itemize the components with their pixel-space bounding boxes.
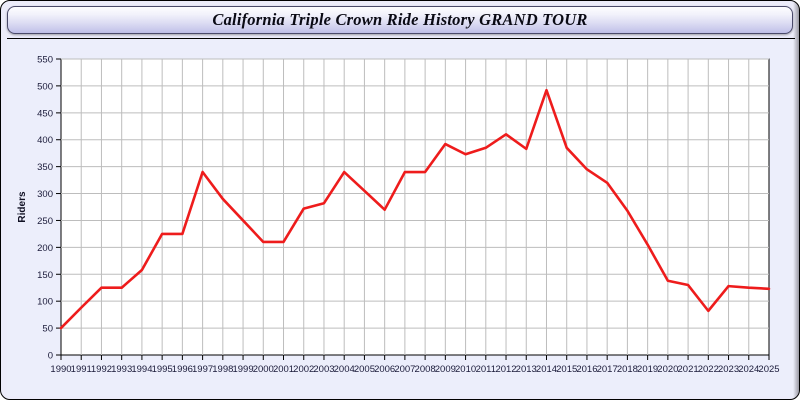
x-tick-label: 2022 xyxy=(698,364,719,375)
x-tick-label: 2013 xyxy=(516,364,537,375)
data-series-line xyxy=(59,88,771,330)
x-tick-label: 2024 xyxy=(738,364,759,375)
x-tick-label: 2012 xyxy=(495,364,516,375)
x-tick-label: 2025 xyxy=(758,364,779,375)
x-tick-label: 2021 xyxy=(678,364,699,375)
x-tick-label: 2018 xyxy=(617,364,638,375)
x-tick-label: 1994 xyxy=(131,364,152,375)
page-title: California Triple Crown Ride History GRA… xyxy=(212,10,588,29)
x-tick-label: 1990 xyxy=(50,364,71,375)
plot-area xyxy=(60,58,770,356)
x-tick-label: 2005 xyxy=(354,364,375,375)
y-tick-label: 400 xyxy=(37,135,53,146)
x-tick-label: 2008 xyxy=(415,364,436,375)
x-tick-label: 2000 xyxy=(253,364,274,375)
y-tick-label: 250 xyxy=(37,216,53,227)
chart-panel: 0 50 100 150 200 250 300 350 400 450 500 550 1990 19… xyxy=(7,38,795,396)
y-tick-label: 550 xyxy=(37,55,53,66)
x-tick-label: 2009 xyxy=(435,364,456,375)
plot-background xyxy=(60,58,770,356)
x-tick-label: 2020 xyxy=(657,364,678,375)
x-tick-label: 2006 xyxy=(374,364,395,375)
window-title-bar: California Triple Crown Ride History GRA… xyxy=(7,6,793,34)
x-tick-label: 1991 xyxy=(71,364,92,375)
x-tick-label: 2003 xyxy=(313,364,334,375)
x-tick-label: 2016 xyxy=(576,364,597,375)
x-tick-label: 2002 xyxy=(293,364,314,375)
y-tick-label: 300 xyxy=(37,189,53,200)
y-axis-label: Riders xyxy=(17,191,28,223)
y-axis-ticks: 0 50 100 150 200 250 300 350 400 450 500 550 xyxy=(37,55,61,362)
x-tick-label: 2004 xyxy=(334,364,355,375)
x-tick-label: 2023 xyxy=(718,364,739,375)
x-tick-label: 2001 xyxy=(273,364,294,375)
y-tick-label: 200 xyxy=(37,243,53,254)
x-tick-label: 1992 xyxy=(91,364,112,375)
x-tick-label: 2007 xyxy=(394,364,415,375)
y-tick-label: 450 xyxy=(37,108,53,119)
x-axis-ticks: 1990 1991 1992 1993 1994 1995 1996 1997 1998 1999… xyxy=(50,355,780,375)
x-tick-label: 1993 xyxy=(111,364,132,375)
y-axis-label-text: Riders xyxy=(17,191,28,223)
x-tick-label: 2011 xyxy=(476,364,496,375)
x-tick-label: 2017 xyxy=(597,364,618,375)
x-tick-label: 2015 xyxy=(556,364,577,375)
y-tick-label: 500 xyxy=(37,81,53,92)
x-tick-label: 2019 xyxy=(637,364,658,375)
x-tick-label: 1995 xyxy=(152,364,173,375)
vertical-gridlines xyxy=(80,59,750,355)
x-tick-label: 1999 xyxy=(232,364,253,375)
y-tick-label: 100 xyxy=(37,297,53,308)
y-tick-label: 0 xyxy=(48,351,53,362)
x-tick-label: 2010 xyxy=(455,364,476,375)
horizontal-gridlines xyxy=(61,58,769,329)
x-tick-label: 1997 xyxy=(192,364,213,375)
x-tick-label: 1996 xyxy=(172,364,193,375)
x-tick-label: 2014 xyxy=(536,364,557,375)
y-tick-label: 50 xyxy=(42,324,53,335)
x-tick-label: 1998 xyxy=(212,364,233,375)
y-tick-label: 350 xyxy=(37,162,53,173)
y-tick-label: 150 xyxy=(37,270,53,281)
